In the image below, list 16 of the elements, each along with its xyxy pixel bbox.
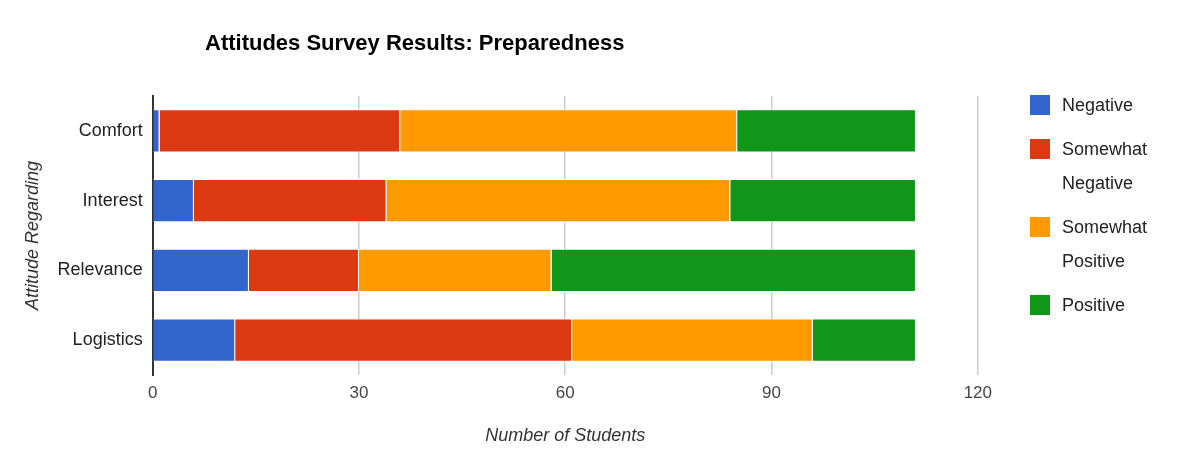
y-tick-label: Interest: [82, 189, 143, 210]
x-tick-label: 60: [555, 382, 575, 402]
x-tick-label: 90: [762, 382, 781, 402]
y-tick-label: Relevance: [57, 259, 143, 280]
x-tick-label: 30: [349, 382, 369, 402]
legend-label: Somewhat Positive: [1062, 216, 1149, 273]
x-axis-title: Number of Students: [485, 425, 646, 446]
x-tick-label: 120: [963, 382, 993, 402]
legend-label: Somewhat Negative: [1062, 138, 1149, 195]
x-tick-label: 0: [147, 382, 158, 402]
legend-label: Negative: [1062, 94, 1134, 117]
legend-label: Positive: [1062, 294, 1126, 317]
y-tick-label: Comfort: [78, 119, 143, 140]
y-tick-label: Logistics: [72, 329, 143, 350]
chart-title: Attitudes Survey Results: Preparedness: [205, 30, 625, 56]
y-axis-title: Attitude Regarding: [21, 160, 42, 312]
